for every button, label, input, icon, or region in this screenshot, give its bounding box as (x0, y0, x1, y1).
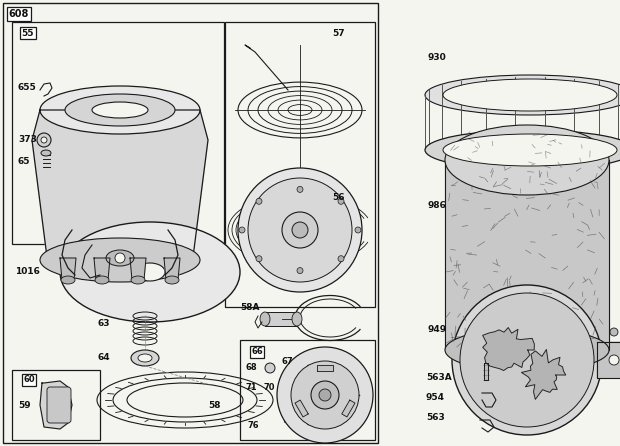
Text: 71: 71 (245, 384, 257, 392)
Ellipse shape (425, 130, 620, 170)
Polygon shape (484, 363, 488, 380)
Circle shape (297, 268, 303, 273)
Circle shape (355, 227, 361, 233)
Circle shape (609, 355, 619, 365)
Text: 563A: 563A (426, 373, 452, 383)
Ellipse shape (445, 328, 609, 372)
Circle shape (239, 227, 245, 233)
Text: 76: 76 (248, 421, 260, 429)
Ellipse shape (165, 276, 179, 284)
Circle shape (238, 168, 362, 292)
Circle shape (256, 198, 262, 204)
Text: 63: 63 (98, 318, 110, 327)
Circle shape (610, 328, 618, 336)
Bar (12, 370, 100, 440)
Circle shape (256, 256, 262, 262)
Text: eReplacementParts.com: eReplacementParts.com (242, 223, 378, 233)
Ellipse shape (41, 150, 51, 156)
Bar (240, 340, 375, 440)
Ellipse shape (40, 238, 200, 282)
Bar (3, 3, 378, 443)
Ellipse shape (61, 276, 75, 284)
Ellipse shape (260, 312, 270, 326)
Text: 655: 655 (18, 83, 37, 92)
Circle shape (452, 285, 602, 435)
Circle shape (248, 178, 352, 282)
Bar (12, 22, 224, 244)
Polygon shape (445, 160, 609, 350)
Circle shape (338, 256, 344, 262)
Ellipse shape (292, 312, 302, 326)
Text: 563: 563 (426, 413, 445, 422)
Text: 65: 65 (18, 157, 30, 166)
Circle shape (311, 381, 339, 409)
Text: 68: 68 (245, 363, 257, 372)
Circle shape (41, 137, 47, 143)
Polygon shape (342, 400, 355, 417)
Text: 60: 60 (23, 376, 35, 384)
Text: 59: 59 (18, 401, 30, 409)
Text: 58: 58 (208, 401, 221, 409)
Circle shape (37, 133, 51, 147)
Circle shape (115, 253, 125, 263)
Polygon shape (130, 258, 146, 280)
Circle shape (292, 222, 308, 238)
Ellipse shape (106, 250, 134, 266)
Text: 55: 55 (22, 29, 34, 37)
Ellipse shape (138, 354, 152, 362)
Ellipse shape (443, 134, 617, 166)
Text: 373: 373 (18, 136, 37, 145)
Text: 67: 67 (282, 358, 294, 367)
Text: 949: 949 (428, 326, 447, 334)
Polygon shape (32, 110, 208, 265)
Ellipse shape (92, 102, 148, 118)
Polygon shape (295, 400, 308, 417)
Ellipse shape (95, 276, 109, 284)
Ellipse shape (425, 75, 620, 115)
Text: 57: 57 (332, 29, 345, 37)
FancyBboxPatch shape (47, 387, 71, 423)
Ellipse shape (443, 79, 617, 111)
Text: 986: 986 (428, 201, 447, 210)
Text: 930: 930 (428, 54, 447, 62)
Ellipse shape (445, 125, 609, 195)
Ellipse shape (131, 350, 159, 366)
Ellipse shape (131, 276, 145, 284)
Text: 66: 66 (251, 347, 263, 356)
Polygon shape (597, 342, 620, 378)
Circle shape (319, 389, 331, 401)
Polygon shape (164, 258, 180, 280)
Polygon shape (60, 258, 76, 280)
Bar (225, 22, 375, 307)
Circle shape (265, 363, 275, 373)
Bar (265, 312, 297, 326)
Ellipse shape (40, 86, 200, 134)
Text: 608: 608 (9, 9, 29, 19)
Polygon shape (317, 365, 333, 371)
Circle shape (297, 186, 303, 192)
Polygon shape (482, 327, 534, 371)
Ellipse shape (60, 222, 240, 322)
Polygon shape (521, 350, 565, 399)
Circle shape (291, 361, 359, 429)
Text: 64: 64 (98, 354, 110, 363)
Circle shape (460, 293, 594, 427)
Circle shape (277, 347, 373, 443)
Circle shape (282, 212, 318, 248)
Text: 1016: 1016 (15, 268, 40, 277)
Text: 954: 954 (426, 393, 445, 402)
Text: 58A: 58A (240, 302, 260, 311)
Ellipse shape (135, 263, 165, 281)
Text: 56: 56 (332, 194, 345, 202)
Circle shape (338, 198, 344, 204)
Polygon shape (94, 258, 110, 280)
Text: 70: 70 (264, 384, 275, 392)
Ellipse shape (65, 94, 175, 126)
Polygon shape (40, 381, 72, 429)
